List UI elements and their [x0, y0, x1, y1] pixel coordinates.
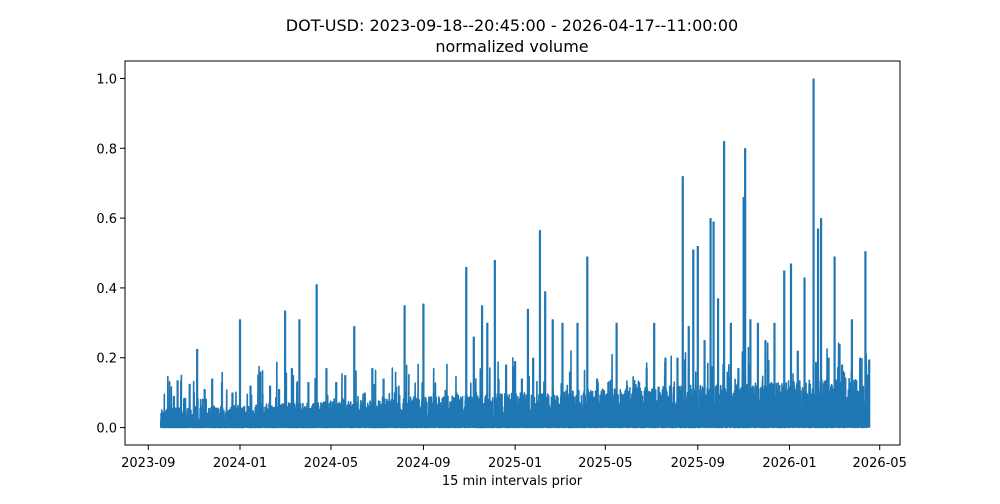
- plot-frame: [124, 60, 901, 446]
- chart-subtitle: normalized volume: [435, 37, 588, 56]
- plot-area: [159, 78, 871, 429]
- x-tick-label: 2025-01: [488, 456, 542, 471]
- x-tick-label: 2026-05: [853, 456, 907, 471]
- x-tick-label: 2024-05: [304, 456, 358, 471]
- y-tick-label: 0.8: [96, 142, 117, 157]
- y-tick-label: 0.4: [96, 282, 117, 297]
- x-tick-label: 2024-09: [396, 456, 450, 471]
- x-axis: 2023-09 2024-01 2024-05 2024-09 2025-01 2025-…: [121, 445, 907, 471]
- y-tick-label: 0.0: [96, 422, 117, 437]
- x-tick-label: 2026-01: [762, 456, 816, 471]
- chart-title: DOT-USD: 2023-09-18--20:45:00 - 2026-04-…: [286, 16, 738, 35]
- y-tick-label: 0.6: [96, 212, 117, 227]
- y-tick-label: 1.0: [96, 72, 117, 87]
- y-tick-label: 0.2: [96, 352, 117, 367]
- y-axis: 0.0 0.2 0.4 0.6 0.8 1.0: [96, 72, 125, 437]
- x-axis-label: 15 min intervals prior: [442, 474, 583, 489]
- x-tick-label: 2025-05: [578, 456, 632, 471]
- x-tick-label: 2023-09: [121, 456, 175, 471]
- x-tick-label: 2025-09: [671, 456, 725, 471]
- x-tick-label: 2024-01: [213, 456, 267, 471]
